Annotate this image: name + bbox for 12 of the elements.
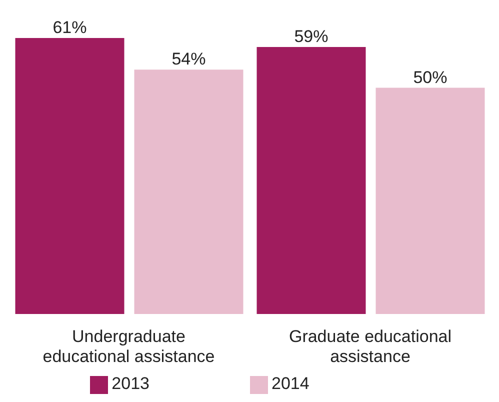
data-label: 61%: [52, 18, 87, 37]
bar: [134, 70, 244, 314]
data-label: 59%: [294, 27, 328, 46]
bar: [376, 88, 485, 314]
x-tick-label: Graduate educational assistance: [288, 327, 452, 366]
data-label: 50%: [413, 68, 448, 87]
legend-label: 2014: [272, 374, 310, 393]
x-tick-label: Undergraduate educational assistance: [42, 327, 215, 366]
data-label: 54%: [172, 50, 206, 69]
legend-label: 2013: [112, 374, 150, 393]
bar: [15, 38, 124, 314]
bar: [256, 47, 366, 314]
